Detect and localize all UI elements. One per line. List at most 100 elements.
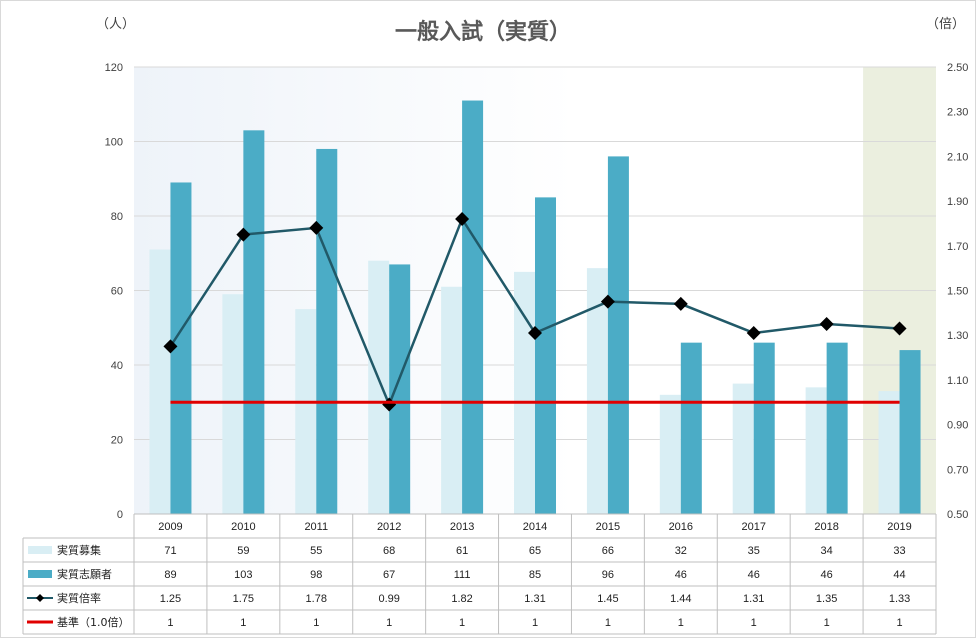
legend-key-実質志願者 [28, 570, 52, 578]
y2-tick-label: 1.90 [947, 196, 968, 208]
x-tick-label: 2017 [741, 521, 765, 533]
data-cell: 46 [675, 569, 687, 581]
data-cell: 71 [164, 545, 176, 557]
bar-実質志願者-2019 [899, 350, 921, 514]
data-cell: 32 [675, 545, 687, 557]
bar-実質志願者-2012 [389, 264, 411, 514]
data-cell: 33 [893, 545, 905, 557]
y2-tick-label: 0.50 [947, 509, 968, 521]
data-cell: 1.35 [816, 593, 837, 605]
y-tick-label: 100 [105, 137, 123, 149]
bar-実質志願者-2013 [462, 100, 484, 515]
x-tick-label: 2010 [231, 521, 255, 533]
data-cell: 111 [454, 569, 471, 581]
y2-tick-label: 1.10 [947, 375, 968, 387]
x-tick-label: 2018 [814, 521, 838, 533]
bar-実質募集-2010 [222, 294, 244, 514]
x-tick-label: 2012 [377, 521, 401, 533]
right-axis-unit: （倍） [926, 17, 965, 32]
y2-tick-label: 1.70 [947, 241, 968, 253]
marker-実質倍率-2018 [819, 317, 834, 332]
data-cell: 44 [893, 569, 905, 581]
chart-title: 一般入試（実質） [395, 19, 571, 45]
legend-key-marker [36, 594, 44, 602]
bar-実質募集-2015 [586, 268, 608, 514]
data-cell: 1.31 [524, 593, 545, 605]
legend-label-実質志願者: 実質志願者 [57, 567, 112, 581]
bar-実質募集-2009 [149, 249, 171, 514]
marker-実質倍率-2019 [892, 321, 907, 336]
data-cell: 1.25 [160, 593, 181, 605]
data-cell: 98 [310, 569, 322, 581]
data-cell: 65 [529, 545, 541, 557]
marker-実質倍率-2009 [163, 339, 178, 354]
x-tick-label: 2011 [304, 521, 328, 533]
data-cell: 1 [313, 617, 319, 629]
bar-実質志願者-2017 [753, 342, 775, 514]
data-cell: 55 [310, 545, 322, 557]
data-cell: 1 [240, 617, 246, 629]
bar-実質志願者-2009 [170, 182, 192, 514]
bar-実質志願者-2010 [243, 130, 265, 514]
data-cell: 46 [821, 569, 833, 581]
data-cell: 1 [896, 617, 902, 629]
data-cell: 1 [167, 617, 173, 629]
marker-実質倍率-2013 [455, 211, 470, 226]
y2-tick-label: 2.50 [947, 62, 968, 74]
data-cell: 67 [383, 569, 395, 581]
data-cell: 1.82 [451, 593, 472, 605]
bar-実質志願者-2016 [680, 342, 702, 514]
x-tick-label: 2016 [669, 521, 693, 533]
bar-実質募集-2017 [732, 383, 754, 514]
data-cell: 61 [456, 545, 468, 557]
marker-実質倍率-2017 [746, 325, 761, 340]
legend-label-実質倍率: 実質倍率 [57, 591, 101, 605]
data-cell: 1 [532, 617, 538, 629]
data-cell: 103 [234, 569, 252, 581]
y2-tick-label: 2.10 [947, 151, 968, 163]
x-tick-label: 2019 [887, 521, 911, 533]
data-cell: 89 [164, 569, 176, 581]
data-cell: 1 [386, 617, 392, 629]
bar-実質志願者-2014 [535, 197, 556, 514]
y2-tick-label: 1.30 [947, 330, 968, 342]
bar-実質募集-2011 [295, 309, 317, 514]
data-cell: 1.45 [597, 593, 618, 605]
y2-tick-label: 0.90 [947, 420, 968, 432]
data-cell: 0.99 [378, 593, 399, 605]
y-tick-label: 20 [111, 435, 123, 447]
data-cell: 1 [751, 617, 757, 629]
y2-tick-label: 1.50 [947, 286, 968, 298]
data-cell: 1.31 [743, 593, 764, 605]
data-cell: 1 [678, 617, 684, 629]
data-cell: 1 [605, 617, 611, 629]
x-tick-label: 2015 [596, 521, 620, 533]
x-tick-label: 2014 [523, 521, 547, 533]
legend-label-実質募集: 実質募集 [57, 543, 101, 557]
bar-実質志願者-2018 [826, 342, 848, 514]
data-cell: 96 [602, 569, 614, 581]
marker-実質倍率-2011 [309, 220, 324, 235]
data-cell: 1 [824, 617, 830, 629]
bar-実質募集-2012 [368, 260, 390, 514]
y-tick-label: 80 [111, 211, 123, 223]
bar-実質志願者-2011 [316, 148, 338, 514]
data-cell: 35 [748, 545, 760, 557]
data-cell: 68 [383, 545, 395, 557]
data-cell: 1.75 [233, 593, 254, 605]
bar-実質募集-2016 [659, 394, 681, 514]
marker-実質倍率-2014 [528, 325, 542, 340]
legend-label-基準（1.0倍）: 基準（1.0倍） [57, 615, 130, 629]
data-cell: 59 [237, 545, 249, 557]
x-tick-label: 2009 [158, 521, 182, 533]
y-tick-label: 40 [111, 360, 123, 372]
legend-key-実質募集 [28, 546, 52, 554]
bar-実質募集-2019 [878, 391, 900, 514]
y2-tick-label: 2.30 [947, 107, 968, 119]
bar-実質募集-2013 [441, 286, 463, 514]
y-tick-label: 60 [111, 286, 123, 298]
bar-実質募集-2014 [514, 271, 535, 514]
data-cell: 1.33 [889, 593, 910, 605]
x-tick-label: 2013 [450, 521, 474, 533]
data-cell: 85 [529, 569, 541, 581]
